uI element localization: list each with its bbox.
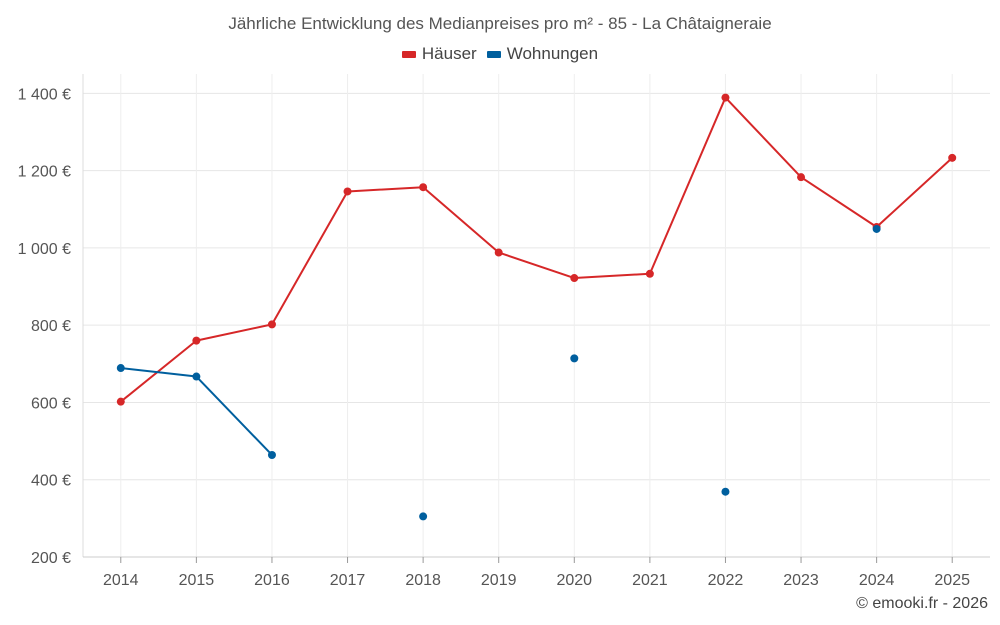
x-tick-label: 2016 — [254, 572, 290, 589]
data-point[interactable] — [116, 397, 125, 406]
y-tick-label: 400 € — [31, 473, 71, 490]
x-tick-label: 2015 — [179, 572, 215, 589]
y-tick-label: 800 € — [31, 318, 71, 335]
grid — [83, 74, 990, 558]
copyright-text: © emooki.fr - 2026 — [856, 595, 988, 612]
x-tick-label: 2017 — [330, 572, 366, 589]
data-point[interactable] — [570, 354, 579, 363]
x-tick-label: 2019 — [481, 572, 517, 589]
data-point[interactable] — [419, 183, 428, 192]
x-tick-label: 2018 — [405, 572, 441, 589]
data-point[interactable] — [872, 224, 881, 233]
x-tick-label: 2020 — [556, 572, 592, 589]
data-point[interactable] — [267, 320, 276, 329]
series-layer — [116, 93, 957, 521]
legend-item-haeuser[interactable]: Häuser — [401, 44, 477, 64]
series-line — [120, 96, 953, 403]
data-point[interactable] — [645, 269, 654, 278]
data-point[interactable] — [570, 274, 579, 283]
data-point[interactable] — [721, 487, 730, 496]
y-tick-label: 1 200 € — [18, 164, 71, 181]
series-haeuser — [116, 93, 957, 406]
data-point[interactable] — [192, 336, 201, 345]
x-tick-label: 2021 — [632, 572, 668, 589]
x-tick-label: 2022 — [708, 572, 744, 589]
data-point[interactable] — [494, 248, 503, 257]
y-tick-label: 1 000 € — [18, 241, 71, 258]
legend-label-haeuser: Häuser — [421, 44, 477, 63]
data-point[interactable] — [267, 450, 276, 459]
axes: 200 € 400 € 600 € 800 € 1 000 € 1 200 € 1 400 … — [18, 74, 990, 589]
series-wohnungen — [116, 224, 881, 521]
data-point[interactable] — [192, 372, 201, 381]
x-tick-label: 2014 — [103, 572, 139, 589]
legend: Häuser Wohnungen — [0, 44, 1000, 64]
data-point[interactable] — [721, 93, 730, 102]
y-tick-label: 1 400 € — [18, 86, 71, 103]
x-tick-label: 2024 — [859, 572, 895, 589]
data-point[interactable] — [419, 512, 428, 521]
chart-title: Jährliche Entwicklung des Medianpreises … — [228, 14, 772, 33]
data-point[interactable] — [797, 173, 806, 182]
legend-swatch-haeuser — [401, 50, 416, 58]
data-point[interactable] — [116, 364, 125, 373]
x-tick-label: 2023 — [783, 572, 819, 589]
data-point[interactable] — [343, 187, 352, 196]
legend-label-wohnungen: Wohnungen — [506, 44, 599, 63]
y-tick-label: 200 € — [31, 550, 71, 567]
y-tick-label: 600 € — [31, 395, 71, 412]
legend-swatch-wohnungen — [486, 50, 501, 58]
data-point[interactable] — [948, 153, 957, 162]
x-tick-label: 2025 — [934, 572, 970, 589]
legend-item-wohnungen[interactable]: Wohnungen — [486, 44, 599, 64]
